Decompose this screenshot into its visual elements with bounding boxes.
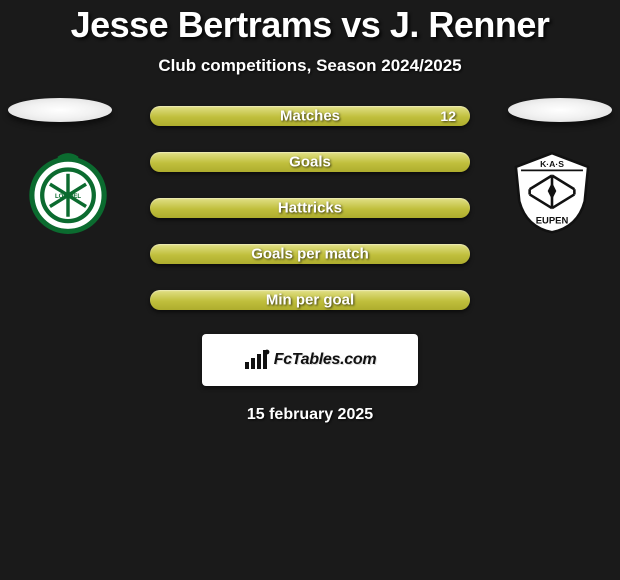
subtitle: Club competitions, Season 2024/2025 <box>0 56 620 76</box>
stats-area: LOMMEL K·A·S EUPEN Matches 12 Goals <box>0 106 620 310</box>
stat-label: Goals <box>289 153 331 170</box>
stat-label: Goals per match <box>251 245 369 262</box>
brand-card: FcTables.com <box>202 334 418 386</box>
brand-logo: FcTables.com <box>244 349 377 371</box>
page-title: Jesse Bertrams vs J. Renner <box>0 6 620 44</box>
stat-row-matches: Matches 12 <box>150 106 470 126</box>
svg-text:LOMMEL: LOMMEL <box>55 194 81 200</box>
stat-row-min-per-goal: Min per goal <box>150 290 470 310</box>
svg-text:K·A·S: K·A·S <box>540 159 564 169</box>
stat-row-goals: Goals <box>150 152 470 172</box>
svg-text:EUPEN: EUPEN <box>536 215 569 226</box>
stat-row-goals-per-match: Goals per match <box>150 244 470 264</box>
stat-label: Min per goal <box>266 291 354 308</box>
bars-icon <box>244 349 270 371</box>
eupen-crest-icon: K·A·S EUPEN <box>502 148 602 234</box>
lommel-crest-icon: LOMMEL <box>18 148 118 234</box>
date-text: 15 february 2025 <box>0 406 620 424</box>
club-crest-right: K·A·S EUPEN <box>502 148 602 234</box>
brand-text: FcTables.com <box>274 351 377 369</box>
stat-label: Hattricks <box>278 199 342 216</box>
infographic-card: Jesse Bertrams vs J. Renner Club competi… <box>0 0 620 424</box>
stat-rows: Matches 12 Goals Hattricks Goals per mat… <box>150 106 470 310</box>
player-photo-left <box>8 98 112 122</box>
club-crest-left: LOMMEL <box>18 148 118 234</box>
stat-row-hattricks: Hattricks <box>150 198 470 218</box>
player-photo-right <box>508 98 612 122</box>
stat-value-right: 12 <box>440 108 456 124</box>
stat-label: Matches <box>280 107 340 124</box>
